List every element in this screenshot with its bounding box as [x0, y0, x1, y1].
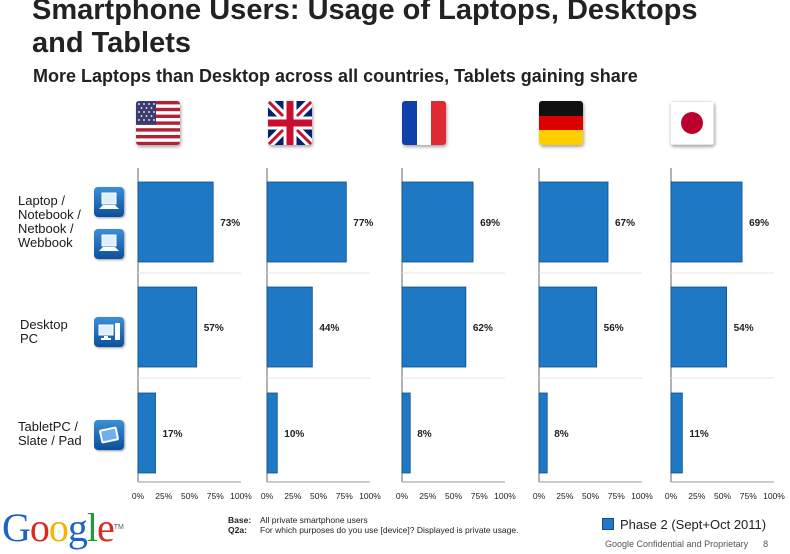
japan-flag-icon: [670, 101, 714, 145]
base-key: Base:: [228, 515, 252, 525]
france-flag-icon: [402, 101, 446, 145]
category-label-laptop: Laptop / Notebook / Netbook / Webbook: [18, 194, 81, 250]
tick-label: 50%: [582, 491, 599, 501]
data-label: 44%: [319, 323, 339, 334]
category-label-line: Slate / Pad: [18, 433, 82, 448]
data-label: 11%: [689, 429, 709, 440]
page-subtitle: More Laptops than Desktop across all cou…: [33, 66, 638, 86]
category-label-line: Laptop /: [18, 193, 65, 208]
tick-label: 100%: [230, 491, 252, 501]
tick-label: 75%: [740, 491, 757, 501]
us-flag-icon: [136, 101, 180, 145]
tick-label: 0%: [132, 491, 145, 501]
tick-label: 100%: [763, 491, 785, 501]
tick-label: 25%: [419, 491, 436, 501]
tick-label: 25%: [284, 491, 301, 501]
bar: [401, 286, 467, 368]
question-text: For which purposes do you use [device]? …: [260, 525, 519, 535]
tick-label: 0%: [396, 491, 409, 501]
chart-legend: Phase 2 (Sept+Oct 2011): [602, 517, 766, 532]
germany-flag-icon: [539, 101, 583, 145]
tick-label: 25%: [688, 491, 705, 501]
confidential-text: Google Confidential and Proprietary: [605, 539, 749, 549]
category-label-tablet: TabletPC / Slate / Pad: [18, 420, 82, 448]
data-label: 17%: [163, 429, 183, 440]
tick-label: 25%: [155, 491, 172, 501]
category-label-line: Webbook: [18, 235, 73, 250]
bar: [266, 392, 278, 474]
category-label-line: Desktop: [20, 317, 68, 332]
category-label-line: Notebook /: [18, 207, 81, 222]
page-title: Smartphone Users: Usage of Laptops, Desk…: [32, 0, 698, 59]
bar: [401, 392, 411, 474]
uk-flag-icon: [268, 101, 312, 145]
footnotes: Base: All private smartphone users Q2a: Fo…: [228, 515, 518, 535]
laptop-icon: [94, 187, 124, 217]
bar: [401, 181, 474, 263]
tick-label: 75%: [207, 491, 224, 501]
data-label: 69%: [749, 218, 769, 229]
data-label: 54%: [734, 323, 754, 334]
question-key: Q2a:: [228, 525, 247, 535]
category-label-desktop: Desktop PC: [20, 318, 68, 346]
data-label: 77%: [353, 218, 373, 229]
data-label: 10%: [284, 429, 304, 440]
bar: [538, 181, 609, 263]
category-label-line: TabletPC /: [18, 419, 78, 434]
bar: [670, 392, 683, 474]
tablet-icon: [94, 420, 124, 450]
tick-label: 100%: [631, 491, 653, 501]
category-label-line: Netbook /: [18, 221, 74, 236]
tick-label: 75%: [608, 491, 625, 501]
tick-label: 50%: [181, 491, 198, 501]
bar: [137, 286, 198, 368]
data-label: 8%: [417, 429, 432, 440]
tick-label: 25%: [556, 491, 573, 501]
category-label-line: PC: [20, 331, 39, 346]
bar: [538, 286, 598, 368]
bar: [137, 392, 156, 474]
tick-label: 50%: [445, 491, 462, 501]
data-label: 57%: [204, 323, 224, 334]
laptop-icon: [94, 229, 124, 259]
base-text: All private smartphone users: [260, 515, 368, 525]
data-label: 69%: [480, 218, 500, 229]
bar: [137, 181, 214, 263]
data-label: 73%: [220, 218, 240, 229]
tick-label: 100%: [494, 491, 516, 501]
bar: [670, 286, 728, 368]
data-label: 67%: [615, 218, 635, 229]
tick-label: 0%: [665, 491, 678, 501]
tick-label: 0%: [533, 491, 546, 501]
data-label: 62%: [473, 323, 493, 334]
tick-label: 100%: [359, 491, 381, 501]
tick-label: 75%: [471, 491, 488, 501]
bar: [670, 181, 743, 263]
legend-label: Phase 2 (Sept+Oct 2011): [620, 517, 767, 532]
bar: [266, 181, 347, 263]
tick-label: 0%: [261, 491, 274, 501]
bar: [538, 392, 548, 474]
page-number: 8: [763, 539, 769, 549]
bar: [266, 286, 313, 368]
data-label: 8%: [554, 429, 569, 440]
footer-confidential: Google Confidential and Proprietary 8: [605, 539, 768, 549]
tick-label: 75%: [336, 491, 353, 501]
tick-label: 50%: [310, 491, 327, 501]
legend-swatch: [602, 518, 614, 530]
tick-label: 50%: [714, 491, 731, 501]
data-label: 56%: [604, 323, 624, 334]
desktop-pc-icon: [94, 317, 124, 347]
google-logo: GoogleTM: [2, 505, 124, 550]
